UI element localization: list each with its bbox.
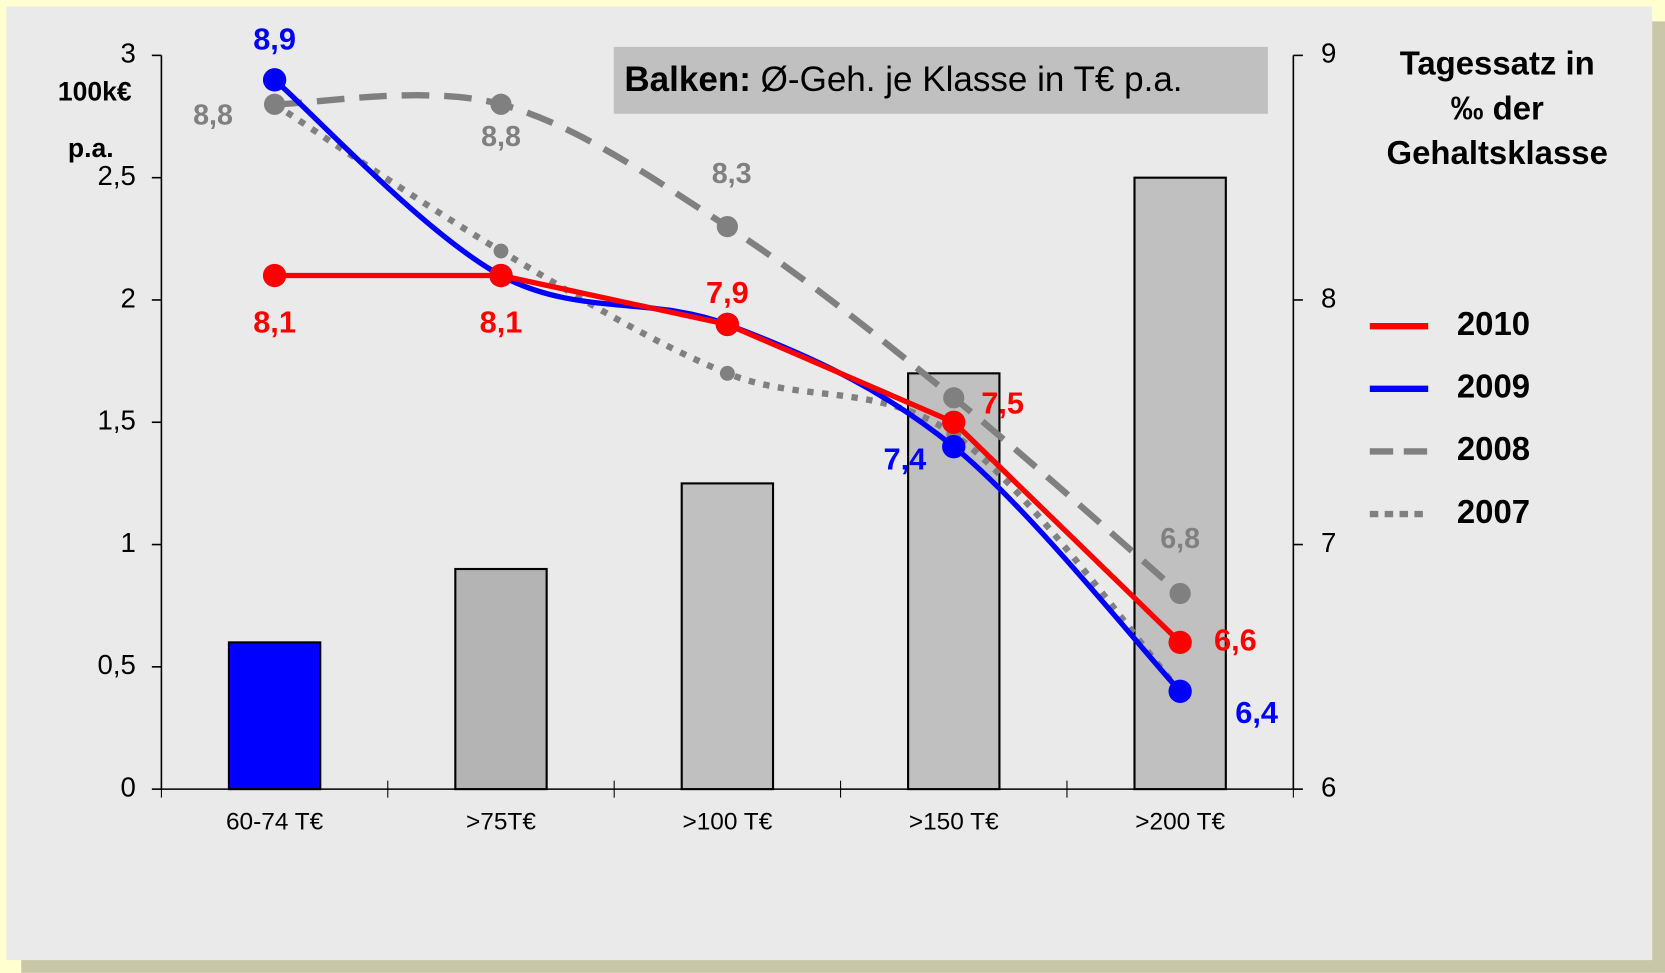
value-label: 7,4 [884,442,927,477]
line-dotted [272,101,1183,694]
value-label: 8,3 [712,158,752,190]
value-label: 6,8 [1160,523,1200,555]
y-label: 100k€ [58,77,132,107]
value-label: 8,9 [253,22,296,57]
point [489,263,513,288]
point [1168,679,1192,703]
point [715,312,740,337]
y2-tick-label: 8 [1321,282,1336,313]
point [943,387,965,409]
point [262,68,287,92]
legend-label: 2007 [1457,493,1530,530]
bar [680,482,775,791]
y2-label: Tagessatz in [1400,45,1595,82]
bar [454,567,548,791]
point [493,243,509,259]
y2-tick-label: 9 [1321,38,1336,69]
point [719,365,735,381]
legend-label: 2008 [1457,430,1530,467]
x-tick-label: >200 T€ [1135,809,1225,836]
point [716,215,738,238]
x-tick-label: >100 T€ [682,809,772,836]
point [942,435,966,459]
y-tick-label: 2 [121,282,136,313]
x-tick-label: 60-74 T€ [226,809,324,836]
y2-label: ‰ der [1451,89,1544,126]
legend-label: 2010 [1457,305,1530,342]
value-label: 8,8 [193,100,233,132]
value-label: 7,5 [981,385,1024,420]
value-label: 6,4 [1235,695,1278,730]
y-label: p.a. [68,133,114,163]
y-tick-label: 0 [121,771,136,802]
annotation-text: Ø-Geh. je Klasse in T€ p.a. [751,60,1183,99]
legend-label: 2009 [1457,367,1530,404]
annotation-box [613,46,1268,114]
value-label: 8,8 [481,121,521,153]
value-label: 7,9 [706,275,749,310]
point [1168,630,1192,655]
point [263,93,286,115]
annotation: Balken: Ø-Geh. je Klasse in T€ p.a. [624,60,1182,99]
y-tick-label: 2,5 [98,160,136,191]
x-tick-label: >150 T€ [909,809,999,836]
y2-tick-label: 7 [1321,527,1336,558]
y2-tick-label: 6 [1321,771,1336,802]
point [1169,582,1191,605]
point [490,93,512,115]
bar [227,641,322,791]
y2-label: Gehaltsklasse [1387,134,1608,171]
point [262,263,287,288]
y-tick-label: 3 [121,38,136,69]
y-tick-label: 1,5 [98,405,136,436]
x-tick-label: >75T€ [466,809,536,836]
value-label: 6,6 [1214,623,1257,658]
y-tick-label: 1 [121,527,136,558]
annotation-bold: Balken: [624,60,751,99]
point [942,410,966,434]
y-tick-label: 0,5 [98,649,136,680]
panel [6,6,1653,961]
value-label: 8,1 [253,304,296,339]
value-label: 8,1 [480,304,523,339]
